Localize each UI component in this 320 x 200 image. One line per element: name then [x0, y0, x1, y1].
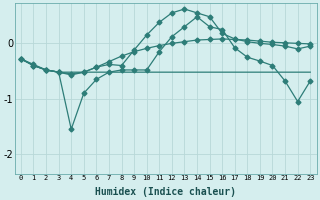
X-axis label: Humidex (Indice chaleur): Humidex (Indice chaleur): [95, 186, 236, 197]
